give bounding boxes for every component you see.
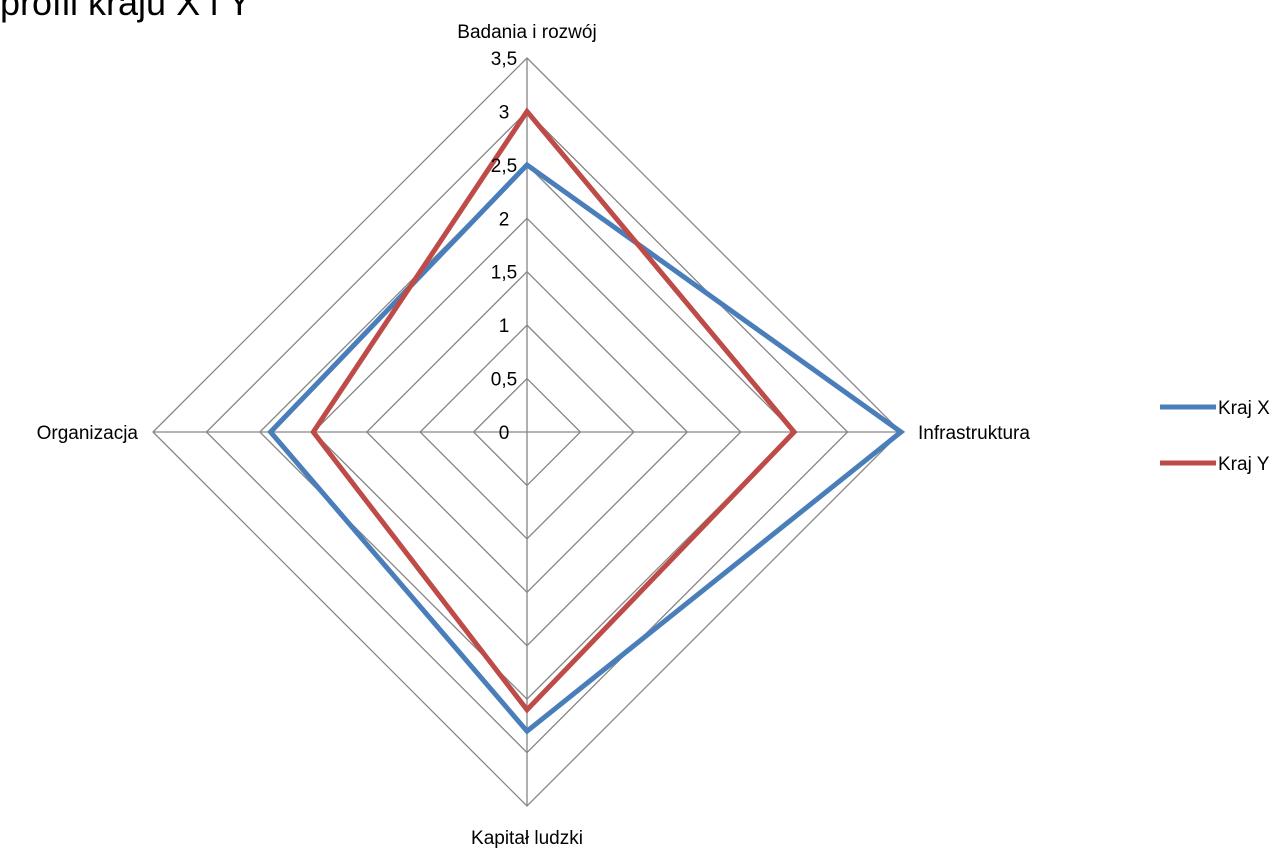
axis-label: Kapitał ludzki xyxy=(471,828,583,849)
series-line xyxy=(267,161,906,735)
radar-grid xyxy=(152,57,902,807)
tick-label: 3 xyxy=(499,102,510,123)
tick-label: 1,5 xyxy=(491,263,517,284)
axis-label: Organizacja xyxy=(37,423,139,444)
legend-label: Kraj X xyxy=(1218,398,1270,419)
axis-label: Infrastruktura xyxy=(918,423,1030,444)
series-lines xyxy=(267,107,906,735)
tick-label: 1 xyxy=(499,316,510,337)
tick-labels: 0 0,5 1 1,5 2 2,5 3 3,5 xyxy=(491,49,517,444)
tick-label: 3,5 xyxy=(491,49,517,70)
tick-label: 2 xyxy=(499,209,510,230)
axis-label: Badania i rozwój xyxy=(457,22,596,43)
axis-labels: Badania i rozwój Infrastruktura Kapitał lu… xyxy=(37,22,1031,849)
tick-label: 0 xyxy=(499,423,510,444)
legend: Kraj X Kraj Y xyxy=(1160,398,1270,475)
tick-label: 0,5 xyxy=(491,370,517,391)
legend-label: Kraj Y xyxy=(1218,454,1270,475)
chart-title: profil kraju X i Y xyxy=(0,0,252,23)
series-line xyxy=(310,107,798,714)
tick-label: 2,5 xyxy=(491,156,517,177)
